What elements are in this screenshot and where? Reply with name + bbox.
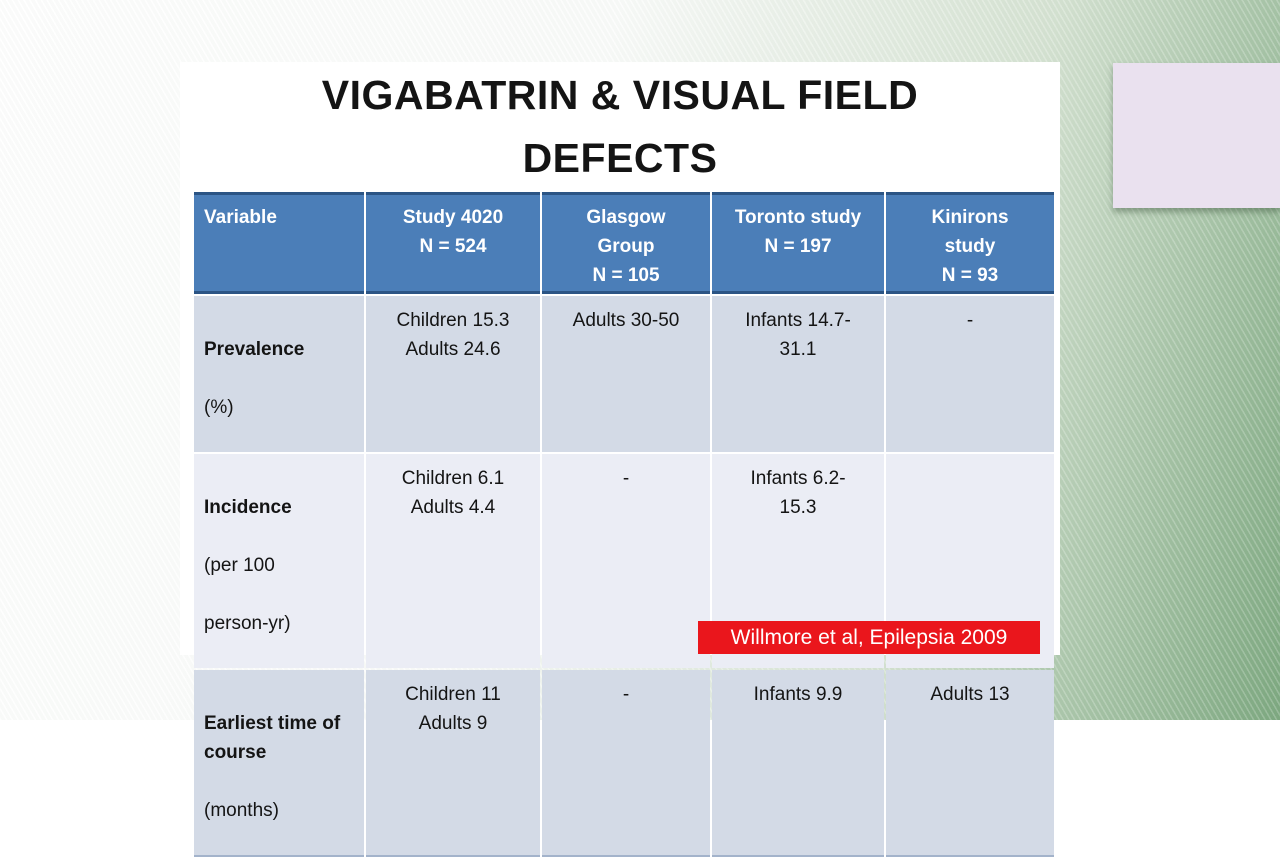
- row-label-text: Earliest time of course: [204, 713, 341, 763]
- cell-prevalence-glasgow: Adults 30-50: [542, 296, 710, 452]
- citation-banner: Willmore et al, Epilepsia 2009: [698, 621, 1040, 654]
- cell-incidence-glasgow: -: [542, 454, 710, 668]
- cell-earliest-toronto: Infants 9.9: [712, 670, 884, 857]
- cell-prevalence-toronto: Infants 14.7- 31.1: [712, 296, 884, 452]
- table-header-row: Variable Study 4020 N = 524 Glasgow Grou…: [194, 192, 1054, 294]
- cell-prevalence-study4020: Children 15.3 Adults 24.6: [366, 296, 540, 452]
- table-row-earliest-time: Earliest time of course (months) Childre…: [194, 670, 1054, 857]
- data-table: Variable Study 4020 N = 524 Glasgow Grou…: [192, 190, 1056, 859]
- table-row-prevalence: Prevalence (%) Children 15.3 Adults 24.6…: [194, 296, 1054, 452]
- cell-earliest-glasgow: -: [542, 670, 710, 857]
- header-glasgow-group: Glasgow Group N = 105: [542, 192, 710, 294]
- cell-earliest-study4020: Children 11 Adults 9: [366, 670, 540, 857]
- row-sublabel-text: (months): [204, 800, 279, 821]
- row-label-earliest-time: Earliest time of course (months): [194, 670, 364, 857]
- row-sublabel-text: (%): [204, 397, 234, 418]
- header-kinirons-study: Kinirons study N = 93: [886, 192, 1054, 294]
- row-label-text: Prevalence: [204, 339, 305, 360]
- cell-incidence-study4020: Children 6.1 Adults 4.4: [366, 454, 540, 668]
- header-study-4020: Study 4020 N = 524: [366, 192, 540, 294]
- row-label-text: Incidence: [204, 497, 292, 518]
- header-toronto-study: Toronto study N = 197: [712, 192, 884, 294]
- row-label-prevalence: Prevalence (%): [194, 296, 364, 452]
- slide-area: VIGABATRIN & VISUAL FIELD DEFECTS Variab…: [180, 62, 1060, 857]
- header-variable: Variable: [194, 192, 364, 294]
- slide-title: VIGABATRIN & VISUAL FIELD DEFECTS: [321, 72, 919, 181]
- cell-earliest-kinirons: Adults 13: [886, 670, 1054, 857]
- row-sublabel-text: (per 100: [204, 555, 275, 576]
- row-label-incidence: Incidence (per 100 person-yr): [194, 454, 364, 668]
- row-sublabel-text-2: person-yr): [204, 613, 291, 634]
- cell-prevalence-kinirons: -: [886, 296, 1054, 452]
- note-card: [1113, 63, 1280, 208]
